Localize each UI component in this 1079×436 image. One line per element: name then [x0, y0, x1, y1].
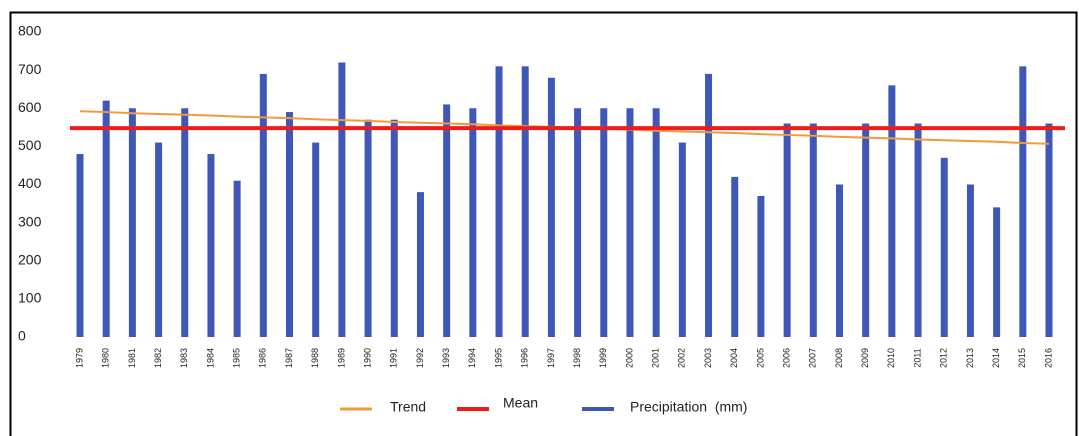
x-tick-label: 1991: [389, 348, 399, 368]
bar: [547, 77, 555, 337]
bar: [940, 157, 948, 337]
y-tick-label: 500: [18, 137, 42, 153]
x-tick-label: 2003: [703, 348, 713, 368]
bar: [835, 184, 843, 337]
bar: [783, 123, 791, 337]
x-tick-label: 2012: [939, 348, 949, 368]
x-tick-label: 1986: [258, 348, 268, 368]
y-tick-label: 600: [18, 99, 42, 115]
x-tick-label: 2009: [860, 348, 870, 368]
bar: [862, 123, 870, 337]
bar: [128, 108, 136, 337]
x-tick-label: 1997: [546, 348, 556, 368]
bar: [626, 108, 634, 337]
y-tick-label: 300: [18, 213, 42, 229]
x-tick-label: 2006: [781, 348, 791, 368]
x-tick-label: 2013: [965, 348, 975, 368]
bar: [181, 108, 189, 337]
bar: [678, 142, 686, 337]
x-tick-label: 1979: [74, 348, 84, 368]
bar: [993, 207, 1001, 337]
legend-label: Trend: [390, 399, 426, 415]
bar: [966, 184, 974, 337]
x-tick-label: 2002: [677, 348, 687, 368]
y-tick-label: 0: [18, 328, 26, 344]
x-tick-label: 1994: [467, 348, 477, 368]
x-tick-label: 1987: [284, 348, 294, 368]
x-tick-label: 2005: [755, 348, 765, 368]
bar: [259, 73, 267, 337]
bar: [207, 154, 215, 337]
x-tick-label: 1993: [441, 348, 451, 368]
x-tick-label: 2010: [886, 348, 896, 368]
x-tick-label: 2004: [729, 348, 739, 368]
x-tick-label: 2014: [991, 348, 1001, 368]
bar: [705, 73, 713, 337]
bar: [731, 176, 739, 337]
bar: [521, 66, 529, 337]
legend-label: Precipitation (mm): [630, 399, 747, 415]
bar: [286, 112, 294, 337]
x-tick-label: 2011: [912, 348, 922, 367]
x-tick-label: 1999: [598, 348, 608, 368]
y-tick-label: 200: [18, 251, 42, 267]
x-tick-label: 1984: [205, 348, 215, 368]
x-tick-label: 2016: [1043, 348, 1053, 368]
bar: [1045, 123, 1053, 337]
bar: [416, 192, 424, 337]
bar: [809, 123, 817, 337]
bar: [469, 108, 477, 337]
x-tick-label: 1995: [493, 348, 503, 368]
x-tick-label: 1981: [127, 348, 137, 368]
bar: [914, 123, 922, 337]
x-tick-label: 2015: [1017, 348, 1027, 368]
bar: [76, 154, 84, 337]
bar: [1019, 66, 1027, 337]
x-tick-label: 1996: [520, 348, 530, 368]
x-tick-label: 2000: [624, 348, 634, 368]
x-tick-label: 1998: [572, 348, 582, 368]
x-tick-label: 2008: [834, 348, 844, 368]
bar: [102, 100, 110, 337]
x-tick-label: 2001: [651, 348, 661, 368]
x-tick-label: 1980: [101, 348, 111, 368]
bar: [233, 180, 241, 337]
x-tick-label: 1983: [179, 348, 189, 368]
x-tick-label: 1982: [153, 348, 163, 368]
bar: [888, 85, 896, 337]
bar: [757, 195, 765, 337]
frame: [9, 11, 1078, 436]
y-tick-label: 100: [18, 290, 42, 306]
x-tick-label: 1989: [336, 348, 346, 368]
bar: [652, 108, 660, 337]
legend-label: Mean: [503, 395, 538, 411]
bar: [338, 62, 346, 337]
y-tick-label: 800: [18, 23, 42, 39]
bar: [390, 119, 398, 337]
x-tick-label: 1992: [415, 348, 425, 368]
bar: [443, 104, 451, 337]
bar: [364, 119, 372, 337]
x-tick-label: 2007: [808, 348, 818, 368]
bar: [600, 108, 608, 337]
bar: [574, 108, 582, 337]
y-tick-label: 700: [18, 61, 42, 77]
x-tick-label: 1990: [362, 348, 372, 368]
bar: [155, 142, 163, 337]
bar: [312, 142, 320, 337]
y-tick-label: 400: [18, 175, 42, 191]
x-tick-label: 1985: [232, 348, 242, 368]
x-tick-label: 1988: [310, 348, 320, 368]
bar: [495, 66, 503, 337]
